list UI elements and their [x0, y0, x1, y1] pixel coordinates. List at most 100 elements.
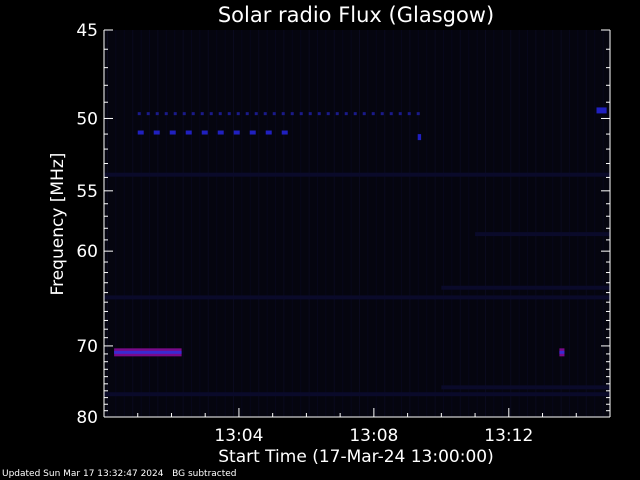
background-streak [149, 30, 150, 417]
dotted-band-feature [281, 112, 285, 116]
background-streak [459, 30, 461, 417]
dotted-band-feature [146, 112, 150, 116]
background-streak [182, 30, 184, 417]
background-streak [275, 30, 276, 417]
background-streak [602, 30, 604, 417]
background-streak [501, 30, 503, 417]
dotted-band-feature [155, 112, 159, 116]
dotted-band-feature [137, 130, 144, 135]
dotted-band-feature [389, 112, 393, 116]
background-streak [359, 30, 360, 417]
background-streak [342, 30, 344, 417]
background-streak [485, 30, 486, 417]
spike-feature [417, 134, 422, 141]
background-streak [493, 30, 495, 417]
dotted-band-feature [249, 130, 256, 135]
background-streak [308, 30, 310, 417]
background-streak [266, 30, 268, 417]
dotted-band-feature [362, 112, 366, 116]
background-streak [375, 30, 377, 417]
background-streak [585, 30, 587, 417]
dotted-band-feature [380, 112, 384, 116]
plot-area [104, 30, 610, 417]
footer-updated: Updated Sun Mar 17 13:32:47 2024 [2, 469, 164, 479]
x-axis-label: Start Time (17-Mar-24 13:00:00) [218, 447, 493, 467]
dotted-band-feature [254, 112, 258, 116]
dotted-band-feature [137, 112, 141, 116]
dotted-band-feature [182, 112, 186, 116]
background-streak [233, 30, 234, 417]
background-streak [300, 30, 302, 417]
background-streak [140, 30, 142, 417]
background-streak [384, 30, 386, 417]
background-streak [468, 30, 470, 417]
background-streak [157, 30, 159, 417]
plot-axes [103, 30, 611, 418]
y-axis-label: Frequency [MHz] [48, 153, 68, 296]
background-streak [199, 30, 201, 417]
dotted-band-feature [217, 130, 224, 135]
dotted-band-feature [164, 112, 168, 116]
background-streak [191, 30, 192, 417]
dotted-band-feature [407, 112, 411, 116]
dotted-band-feature [169, 130, 176, 135]
background-streak [317, 30, 318, 417]
dotted-band-feature [335, 112, 339, 116]
background-streak [241, 30, 243, 417]
footer-status: Updated Sun Mar 17 13:32:47 2024 BG subt… [2, 469, 237, 480]
faint-band-feature [441, 285, 610, 290]
background-streak [224, 30, 226, 417]
background-streak [216, 30, 218, 417]
background-streak [476, 30, 478, 417]
faint-band-feature [104, 172, 610, 177]
background-streak [401, 30, 402, 417]
x-tick-label: 13:08 [349, 426, 398, 446]
faint-band-feature [104, 295, 610, 300]
background-streak [367, 30, 369, 417]
dotted-band-feature [272, 112, 276, 116]
edge-spike-feature [596, 107, 607, 114]
background-streak [132, 30, 134, 417]
dotted-band-feature [290, 112, 294, 116]
dotted-band-feature [227, 112, 231, 116]
dotted-band-feature [245, 112, 249, 116]
background-streak [207, 30, 209, 417]
background-streak [174, 30, 176, 417]
background-streak [350, 30, 352, 417]
dotted-band-feature [326, 112, 330, 116]
dotted-band-feature [209, 112, 213, 116]
y-tick-label: 80 [76, 408, 98, 428]
background-streak [510, 30, 512, 417]
background-streak [552, 30, 554, 417]
faint-band-feature [475, 232, 610, 237]
dotted-band-feature [200, 112, 204, 116]
dotted-band-feature [398, 112, 402, 116]
dotted-band-feature [299, 112, 303, 116]
dotted-band-feature [371, 112, 375, 116]
dotted-band-feature [344, 112, 348, 116]
background-streak [258, 30, 260, 417]
background-streak [417, 30, 419, 417]
x-tick-label: 13:12 [484, 426, 533, 446]
dotted-band-feature [353, 112, 357, 116]
background-streak [569, 30, 570, 417]
dotted-band-feature [218, 112, 222, 116]
dotted-band-feature [233, 130, 240, 135]
background-streak [518, 30, 520, 417]
y-tick-label: 55 [76, 182, 98, 202]
background-streak [426, 30, 428, 417]
x-tick-label: 13:04 [214, 426, 263, 446]
background-streak [594, 30, 596, 417]
x-axis-ticks: 13:04 13:08 13:12 [103, 408, 611, 446]
footer-note: BG subtracted [172, 469, 237, 479]
spectrogram-features [104, 30, 610, 417]
dotted-band-feature [263, 112, 267, 116]
background-streak [249, 30, 251, 417]
background-streak [443, 30, 444, 417]
dotted-band-feature [173, 112, 177, 116]
interference-spot-feature-core [559, 350, 565, 354]
background-streak [451, 30, 453, 417]
faint-band-feature [104, 392, 610, 397]
dotted-band-feature [281, 130, 288, 135]
